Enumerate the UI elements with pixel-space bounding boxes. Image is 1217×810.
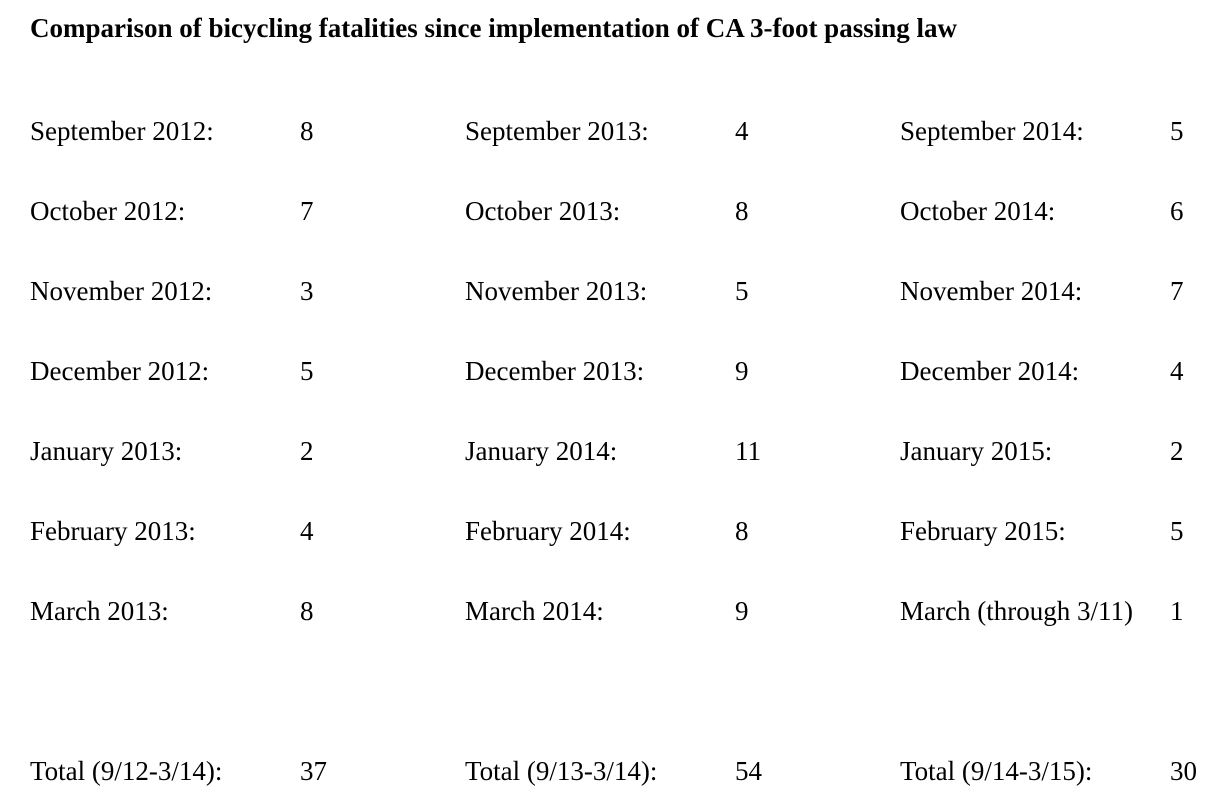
month-label: October 2012:	[30, 196, 186, 226]
month-label: September 2013:	[465, 116, 649, 146]
month-label: February 2014:	[465, 516, 631, 546]
fatality-count: 5	[1170, 116, 1184, 146]
month-label: November 2014:	[900, 276, 1083, 306]
month-label: January 2015:	[900, 436, 1053, 466]
month-label: September 2012:	[30, 116, 214, 146]
month-label: October 2013:	[465, 196, 621, 226]
fatality-count: 8	[735, 196, 749, 226]
total-value: 30	[1170, 756, 1197, 786]
month-label: December 2013:	[465, 356, 645, 386]
fatality-count: 9	[735, 356, 749, 386]
fatality-count: 9	[735, 596, 749, 626]
fatality-count: 4	[1170, 356, 1184, 386]
fatality-count: 8	[300, 596, 314, 626]
total-label: Total (9/13-3/14):	[465, 756, 658, 786]
total-value: 37	[300, 756, 327, 786]
fatality-count: 4	[300, 516, 314, 546]
month-label: October 2014:	[900, 196, 1056, 226]
month-label: February 2015:	[900, 516, 1066, 546]
fatality-count: 2	[300, 436, 314, 466]
fatality-count: 8	[735, 516, 749, 546]
fatality-count: 3	[300, 276, 314, 306]
fatality-count: 8	[300, 116, 314, 146]
fatality-count: 7	[1170, 276, 1184, 306]
fatality-count: 5	[735, 276, 749, 306]
month-label: January 2013:	[30, 436, 183, 466]
fatality-count: 11	[735, 436, 761, 466]
month-label: March (through 3/11)	[900, 596, 1133, 626]
fatality-count: 2	[1170, 436, 1184, 466]
month-label: November 2012:	[30, 276, 213, 306]
fatality-count: 5	[1170, 516, 1184, 546]
fatality-count: 7	[300, 196, 314, 226]
month-label: March 2014:	[465, 596, 604, 626]
month-label: September 2014:	[900, 116, 1084, 146]
total-label: Total (9/14-3/15):	[900, 756, 1093, 786]
month-label: March 2013:	[30, 596, 169, 626]
month-label: December 2012:	[30, 356, 210, 386]
fatality-count: 5	[300, 356, 314, 386]
fatality-count: 4	[735, 116, 749, 146]
month-label: November 2013:	[465, 276, 648, 306]
fatality-count: 1	[1170, 596, 1184, 626]
fatality-count: 6	[1170, 196, 1184, 226]
month-label: February 2013:	[30, 516, 196, 546]
month-label: December 2014:	[900, 356, 1080, 386]
month-label: January 2014:	[465, 436, 618, 466]
total-value: 54	[735, 756, 762, 786]
total-label: Total (9/12-3/14):	[30, 756, 223, 786]
page-title: Comparison of bicycling fatalities since…	[30, 13, 957, 43]
